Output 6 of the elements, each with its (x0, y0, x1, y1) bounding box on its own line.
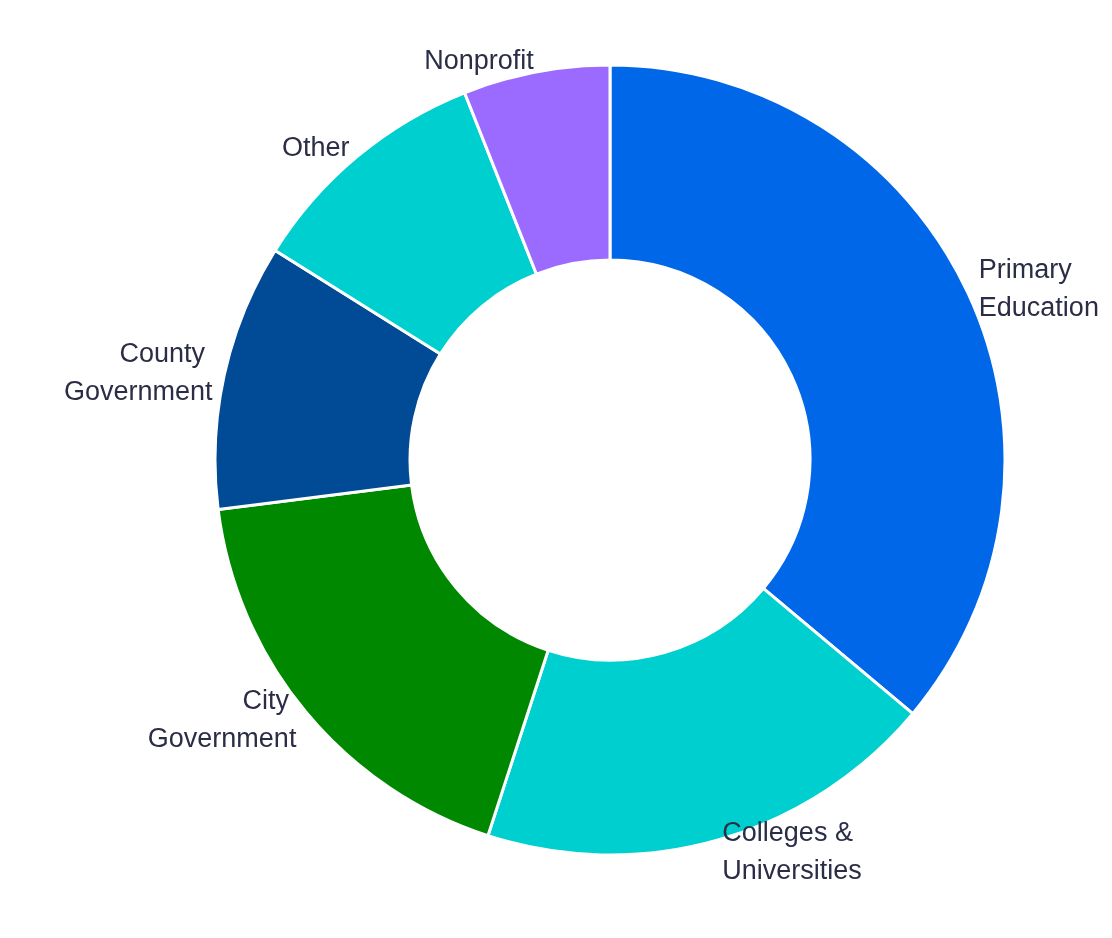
slice-label: County Government (63, 338, 214, 407)
slice-label: Nonprofit (424, 45, 535, 76)
slice-label: Colleges & Universities (722, 817, 862, 886)
slice-label: Primary Education (978, 253, 1099, 322)
slice-label: Other (282, 132, 350, 163)
slice-label: City Government (147, 685, 297, 754)
